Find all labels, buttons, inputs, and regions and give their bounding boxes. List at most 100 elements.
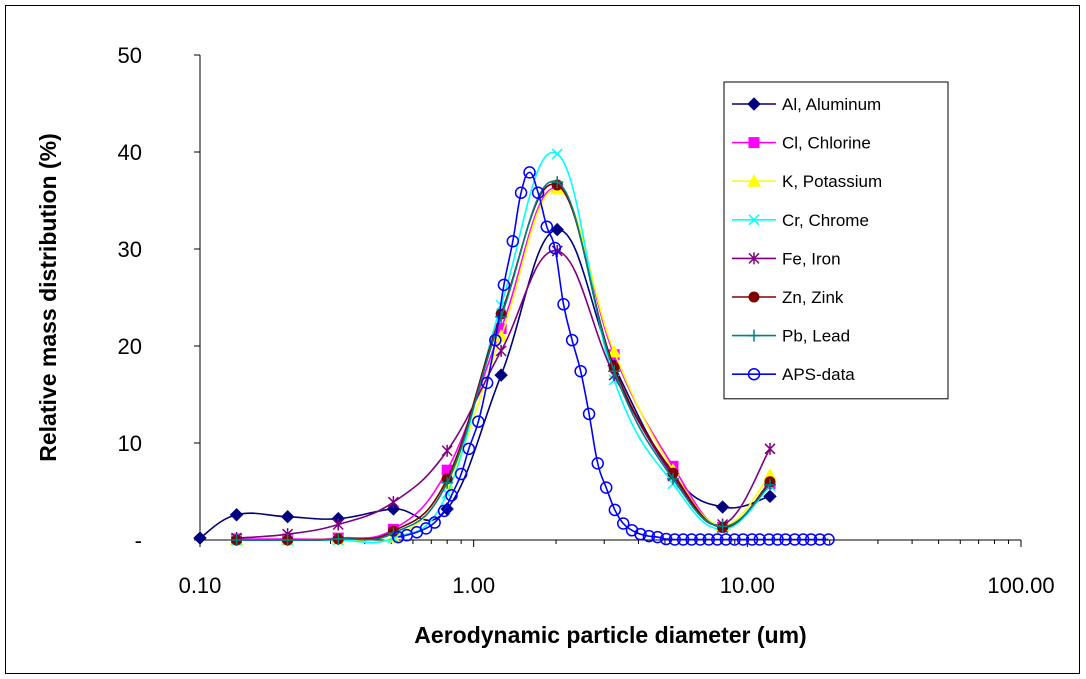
- data-point-pb: [608, 365, 621, 378]
- data-point-aps-data: [591, 457, 604, 470]
- series-aps-data: [391, 166, 835, 546]
- plot-area: [193, 148, 835, 546]
- data-point-aps-data: [771, 533, 784, 546]
- x-tick-label: 10.00: [720, 573, 775, 598]
- data-point-pb: [666, 472, 679, 485]
- data-point-aps-data: [685, 533, 698, 546]
- data-point-aps-data: [540, 220, 554, 233]
- data-point-aps-data: [582, 407, 596, 421]
- data-point-al: [229, 508, 244, 522]
- legend-label: Pb, Lead: [782, 327, 850, 346]
- data-point-aps-data: [445, 489, 458, 502]
- data-point-aps-data: [391, 530, 405, 544]
- legend-item-cr: Cr, Chrome: [732, 211, 869, 230]
- y-tick-label: 50: [118, 43, 142, 68]
- data-point-al: [280, 510, 295, 524]
- legend-marker: [748, 137, 760, 149]
- data-point-aps-data: [480, 376, 494, 390]
- series-pb: [230, 176, 776, 546]
- data-point-pb: [281, 534, 294, 546]
- legend-label: APS-data: [782, 365, 855, 384]
- data-point-aps-data: [762, 533, 776, 546]
- legend-item-k: K, Potassium: [732, 172, 882, 191]
- data-point-aps-data: [462, 442, 476, 456]
- data-point-fe: [441, 444, 453, 457]
- legend-label: Al, Aluminum: [782, 95, 881, 114]
- data-point-pb: [332, 533, 345, 546]
- data-point-aps-data: [565, 333, 579, 347]
- y-tick-label: -: [135, 528, 142, 553]
- series-line-pb: [236, 180, 771, 541]
- data-point-pb: [551, 176, 564, 189]
- x-tick-label: 1.00: [452, 573, 495, 598]
- x-tick-label: 0.10: [179, 573, 222, 598]
- data-point-aps-data: [822, 533, 835, 546]
- data-point-pb: [716, 520, 729, 533]
- data-point-aps-data: [745, 533, 759, 546]
- data-point-aps-data: [651, 530, 664, 544]
- data-point-aps-data: [728, 533, 741, 546]
- data-point-aps-data: [489, 333, 502, 347]
- legend-marker: [748, 291, 760, 303]
- data-point-cr: [551, 148, 563, 160]
- data-point-aps-data: [472, 415, 485, 428]
- data-point-pb: [441, 476, 454, 489]
- data-point-fe: [332, 518, 344, 531]
- legend-label: Fe, Iron: [782, 249, 841, 268]
- legend-label: Cr, Chrome: [782, 211, 869, 230]
- legend-marker: [747, 367, 761, 381]
- legend-item-cl: Cl, Chlorine: [732, 134, 871, 153]
- data-point-aps-data: [668, 533, 682, 546]
- data-point-aps-data: [548, 241, 562, 255]
- series-line-k: [236, 188, 771, 544]
- data-point-k: [607, 344, 621, 358]
- data-point-aps-data: [719, 533, 733, 546]
- data-point-aps-data: [557, 298, 570, 311]
- data-point-aps-data: [779, 533, 792, 546]
- y-tick-label: 20: [118, 334, 142, 359]
- series-zn: [231, 179, 776, 546]
- data-point-aps-data: [608, 503, 622, 517]
- data-point-fe: [764, 442, 776, 455]
- legend-marker: [747, 97, 761, 111]
- legend-label: K, Potassium: [782, 172, 882, 191]
- y-tick-label: 10: [118, 431, 142, 456]
- data-point-aps-data: [454, 467, 468, 481]
- data-point-aps-data: [702, 533, 716, 546]
- data-point-aps-data: [599, 481, 613, 494]
- legend-item-aps-data: APS-data: [732, 365, 855, 384]
- y-tick-label: 40: [118, 140, 142, 165]
- legend-marker: [748, 329, 760, 342]
- data-point-aps-data: [574, 364, 587, 378]
- data-point-fe: [387, 496, 399, 509]
- data-point-al: [494, 368, 508, 382]
- data-point-aps-data: [531, 186, 545, 199]
- legend-item-zn: Zn, Zink: [732, 288, 844, 307]
- data-point-al: [550, 222, 564, 237]
- data-point-aps-data: [736, 533, 750, 546]
- data-point-aps-data: [676, 533, 690, 546]
- data-point-al: [715, 500, 730, 514]
- legend-marker: [748, 252, 760, 265]
- x-tick-label: 100.00: [987, 573, 1054, 598]
- series-line-cl: [236, 187, 771, 540]
- data-point-aps-data: [642, 529, 656, 543]
- data-point-aps-data: [804, 533, 818, 546]
- legend-label: Zn, Zink: [782, 288, 844, 307]
- data-point-aps-data: [694, 533, 707, 546]
- y-axis-title: Relative mass distribution (%): [35, 133, 61, 461]
- series-k: [229, 181, 777, 546]
- data-point-aps-data: [437, 504, 451, 518]
- legend-item-pb: Pb, Lead: [732, 327, 850, 346]
- data-point-aps-data: [497, 278, 511, 292]
- data-point-al: [763, 489, 777, 504]
- data-point-fe: [495, 344, 507, 357]
- data-point-aps-data: [753, 533, 766, 546]
- data-point-aps-data: [514, 186, 528, 199]
- data-point-aps-data: [796, 533, 810, 546]
- data-point-pb: [495, 310, 508, 323]
- data-point-aps-data: [711, 533, 724, 546]
- legend: Al, Aluminum Cl, Chlorine K, Potassium Cr, …: [723, 81, 949, 400]
- data-point-aps-data: [428, 516, 441, 529]
